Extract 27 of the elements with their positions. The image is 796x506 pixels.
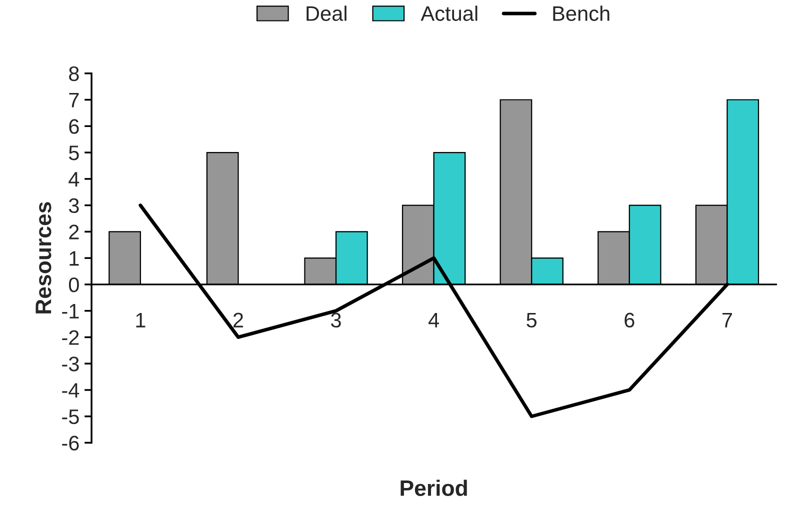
x-tick-label: 4 [428, 312, 440, 328]
y-tick-label: 4 [68, 172, 80, 186]
y-axis-title: Resources [36, 202, 52, 314]
legend-label: Deal [306, 6, 346, 21]
y-tick-label: 3 [68, 198, 79, 214]
y-tick-label: -3 [62, 356, 79, 372]
y-tick-label: 5 [68, 146, 79, 160]
y-tick-label: -5 [62, 410, 79, 424]
y-tick-label: 6 [69, 119, 79, 134]
y-tick-label: 2 [69, 224, 79, 240]
y-tick-label: 1 [70, 251, 79, 266]
x-tick-label: 6 [624, 312, 634, 328]
x-tick-label: 1 [136, 312, 146, 328]
legend-label: Bench [553, 6, 610, 21]
x-tick-label: 2 [233, 312, 243, 328]
y-tick-label: -1 [62, 304, 79, 318]
y-tick-label: 0 [68, 277, 79, 292]
x-axis-title: Period [400, 480, 467, 496]
y-tick-label: 7 [69, 92, 79, 108]
y-tick-label: 8 [69, 66, 79, 82]
x-tick-label: 5 [526, 312, 537, 328]
x-tick-label: 3 [331, 312, 341, 328]
y-tick-label: -2 [62, 330, 79, 345]
legend-label: Actual [420, 6, 478, 21]
x-tick-label: 7 [722, 312, 732, 328]
y-tick-label: -6 [62, 436, 79, 451]
y-tick-label: -4 [62, 383, 80, 398]
